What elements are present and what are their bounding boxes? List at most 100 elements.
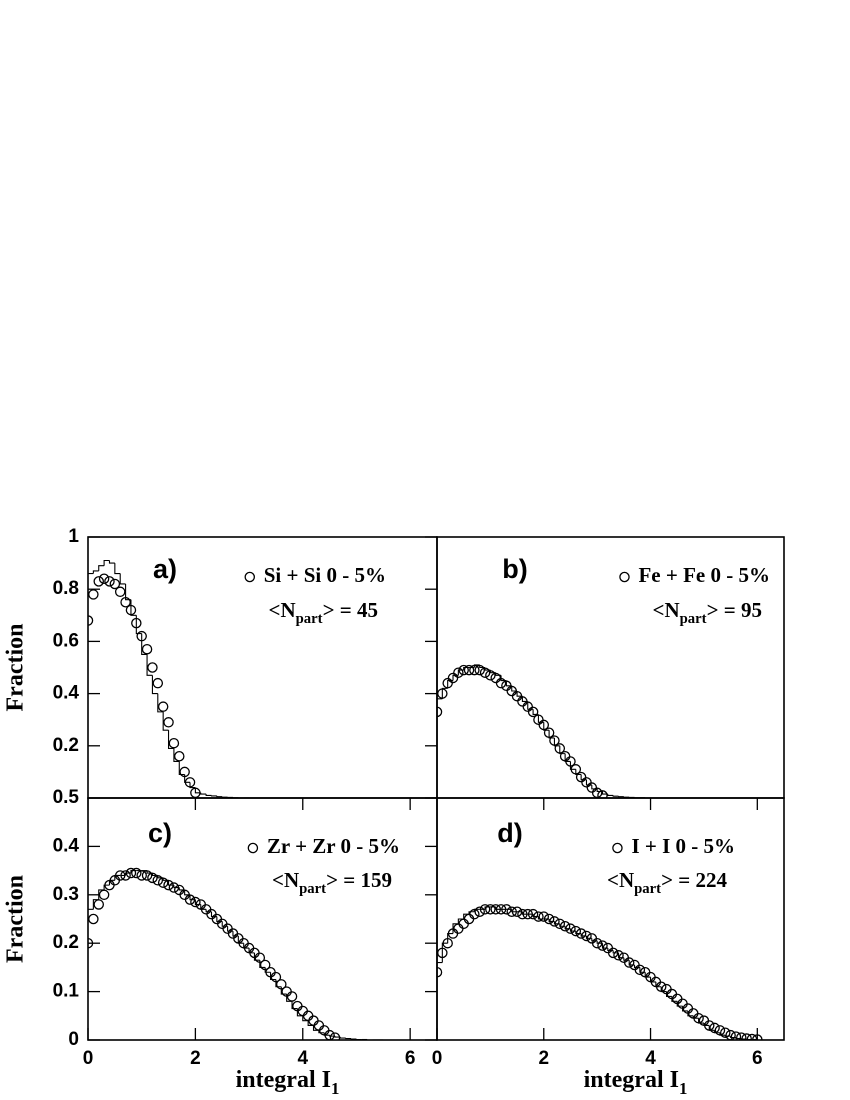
histogram-step <box>447 932 454 944</box>
data-point <box>163 717 174 728</box>
annotation-part: part <box>299 881 326 897</box>
legend-marker <box>619 571 630 583</box>
histogram-step <box>329 1035 335 1037</box>
data-point <box>634 964 646 976</box>
data-point <box>88 913 99 925</box>
data-point <box>607 947 619 959</box>
data-point <box>490 904 501 915</box>
data-point <box>538 911 550 922</box>
x-tick-label: 2 <box>190 1048 201 1069</box>
data-point <box>485 670 496 681</box>
histogram-step <box>103 559 110 566</box>
histogram-step <box>735 1037 742 1040</box>
annotation: <Npart> = 224 <box>607 868 728 898</box>
y-tick-label: 0.5 <box>53 787 80 808</box>
data-point <box>501 904 512 915</box>
data-point <box>527 706 539 718</box>
y-tick-label: 0.1 <box>53 981 80 1002</box>
annotation-part: > = 159 <box>326 868 392 892</box>
data-point <box>120 870 131 881</box>
histogram-step <box>596 940 603 944</box>
panel-label: d) <box>497 818 522 848</box>
data-point <box>168 882 180 893</box>
histogram-step <box>521 911 528 915</box>
data-point <box>168 737 180 749</box>
x-axis-label-part: 1 <box>679 1079 687 1098</box>
histogram-step <box>339 1037 346 1039</box>
data-point <box>88 589 99 600</box>
data-point <box>114 870 126 881</box>
data-point <box>522 908 534 920</box>
data-point <box>559 921 571 932</box>
histogram-step <box>173 885 180 889</box>
histogram-step <box>114 563 121 575</box>
annotation: <Npart> = 95 <box>652 598 762 628</box>
histogram-step <box>210 795 217 797</box>
data-point <box>184 894 196 905</box>
histogram-step <box>200 792 207 795</box>
data-point <box>714 1025 726 1036</box>
y-tick-label: 1 <box>68 526 79 547</box>
data-point <box>543 913 555 925</box>
data-point <box>506 906 517 917</box>
data-point <box>136 630 147 642</box>
legend-label: I + I 0 - 5% <box>631 834 735 858</box>
y-tick-label: 0.6 <box>53 630 79 651</box>
data-point <box>543 727 555 739</box>
y-tick-label: 0.3 <box>53 884 79 905</box>
data-point <box>554 918 566 930</box>
x-tick-label: 0 <box>83 1048 94 1069</box>
histogram-step <box>521 696 528 702</box>
histogram-step <box>194 787 201 794</box>
histogram-step <box>617 796 624 798</box>
histogram-step <box>623 796 630 798</box>
histogram-step <box>167 880 174 886</box>
data-point <box>527 908 539 920</box>
annotation-part: <N <box>268 598 295 622</box>
histogram-step <box>569 761 576 770</box>
data-point <box>463 664 475 676</box>
histogram-step <box>162 711 169 731</box>
histogram-step <box>291 1001 298 1010</box>
data-point <box>490 672 501 684</box>
annotation-part: > = 45 <box>323 598 378 622</box>
histogram-step <box>334 1036 341 1038</box>
data-point <box>114 586 126 598</box>
histogram-step <box>270 972 276 981</box>
data-point <box>704 1020 715 1031</box>
data-point <box>575 928 587 939</box>
data-point <box>581 930 592 942</box>
data-point <box>533 714 544 725</box>
x-axis-label: integral I1 <box>584 1067 688 1099</box>
data-point <box>655 981 667 993</box>
histogram-step <box>130 599 137 616</box>
histogram-step <box>108 560 115 564</box>
data-point <box>565 756 576 767</box>
legend-marker <box>612 842 623 854</box>
data-point <box>549 735 560 746</box>
data-point <box>736 1032 747 1040</box>
histogram-step <box>119 573 126 585</box>
data-point <box>179 766 190 778</box>
y-tick-label: 0 <box>68 1029 79 1050</box>
data-point <box>469 908 480 920</box>
panel-label: c) <box>148 818 172 848</box>
data-point <box>570 925 582 937</box>
data-point <box>297 1005 309 1017</box>
x-tick-label: 6 <box>752 1048 763 1069</box>
data-point <box>93 576 104 587</box>
data-point <box>741 1033 752 1040</box>
x-axis-label-part: integral I <box>236 1067 331 1093</box>
data-point <box>463 913 475 925</box>
annotation-part: > = 95 <box>707 598 762 622</box>
data-point <box>597 790 608 798</box>
x-axis-label-part: integral I <box>584 1067 679 1093</box>
data-point <box>120 597 131 608</box>
data-point <box>437 966 443 978</box>
panel-label: a) <box>153 554 177 584</box>
data-point <box>533 911 544 922</box>
data-point <box>286 991 298 1002</box>
y-tick-label: 0.2 <box>53 735 79 756</box>
y-tick-label: 0.2 <box>53 932 79 953</box>
data-point <box>125 604 137 616</box>
